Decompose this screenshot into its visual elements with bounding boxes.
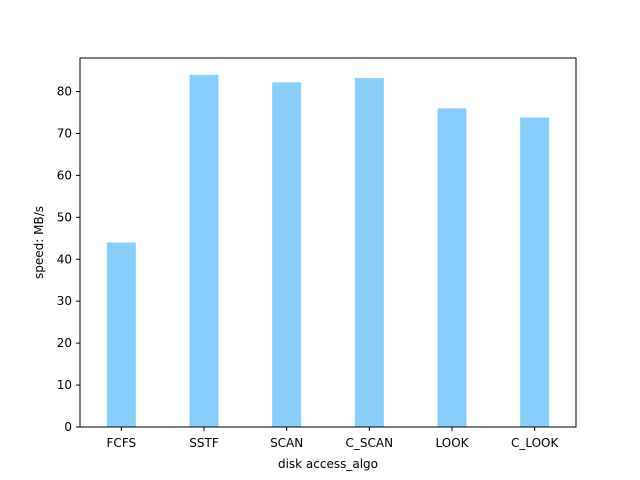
y-tick-label: 70 [57,126,72,140]
y-tick-label: 10 [57,378,72,392]
y-tick-label: 50 [57,210,72,224]
x-tick-label: LOOK [435,436,469,450]
x-tick-label: FCFS [107,436,137,450]
x-tick-label: C_SCAN [346,436,394,450]
y-tick-label: 80 [57,85,72,99]
y-tick-label: 0 [64,420,72,434]
bar-c-scan [354,78,384,428]
bars-group [106,74,550,428]
bar-scan [272,82,302,427]
y-tick-label: 30 [57,294,72,308]
x-axis-label: disk access_algo [278,457,378,471]
bar-look [437,108,467,428]
bar-fcfs [106,242,136,427]
x-tick-label: C_LOOK [511,436,560,450]
plot-area-frame [79,57,577,428]
y-axis-label: speed: MB/s [32,206,46,279]
bar-c-look [520,117,550,427]
x-tick-label: SSTF [189,436,219,450]
y-tick-label: 40 [57,252,72,266]
y-tick-label: 20 [57,336,72,350]
x-axis-ticks: FCFS SSTF SCAN C_SCAN LOOK C_LOOK [107,427,560,450]
y-axis-ticks: 0 10 20 30 40 50 60 70 80 [57,85,80,434]
y-tick-label: 60 [57,168,72,182]
x-tick-label: SCAN [270,436,303,450]
bar-sstf [189,74,219,427]
